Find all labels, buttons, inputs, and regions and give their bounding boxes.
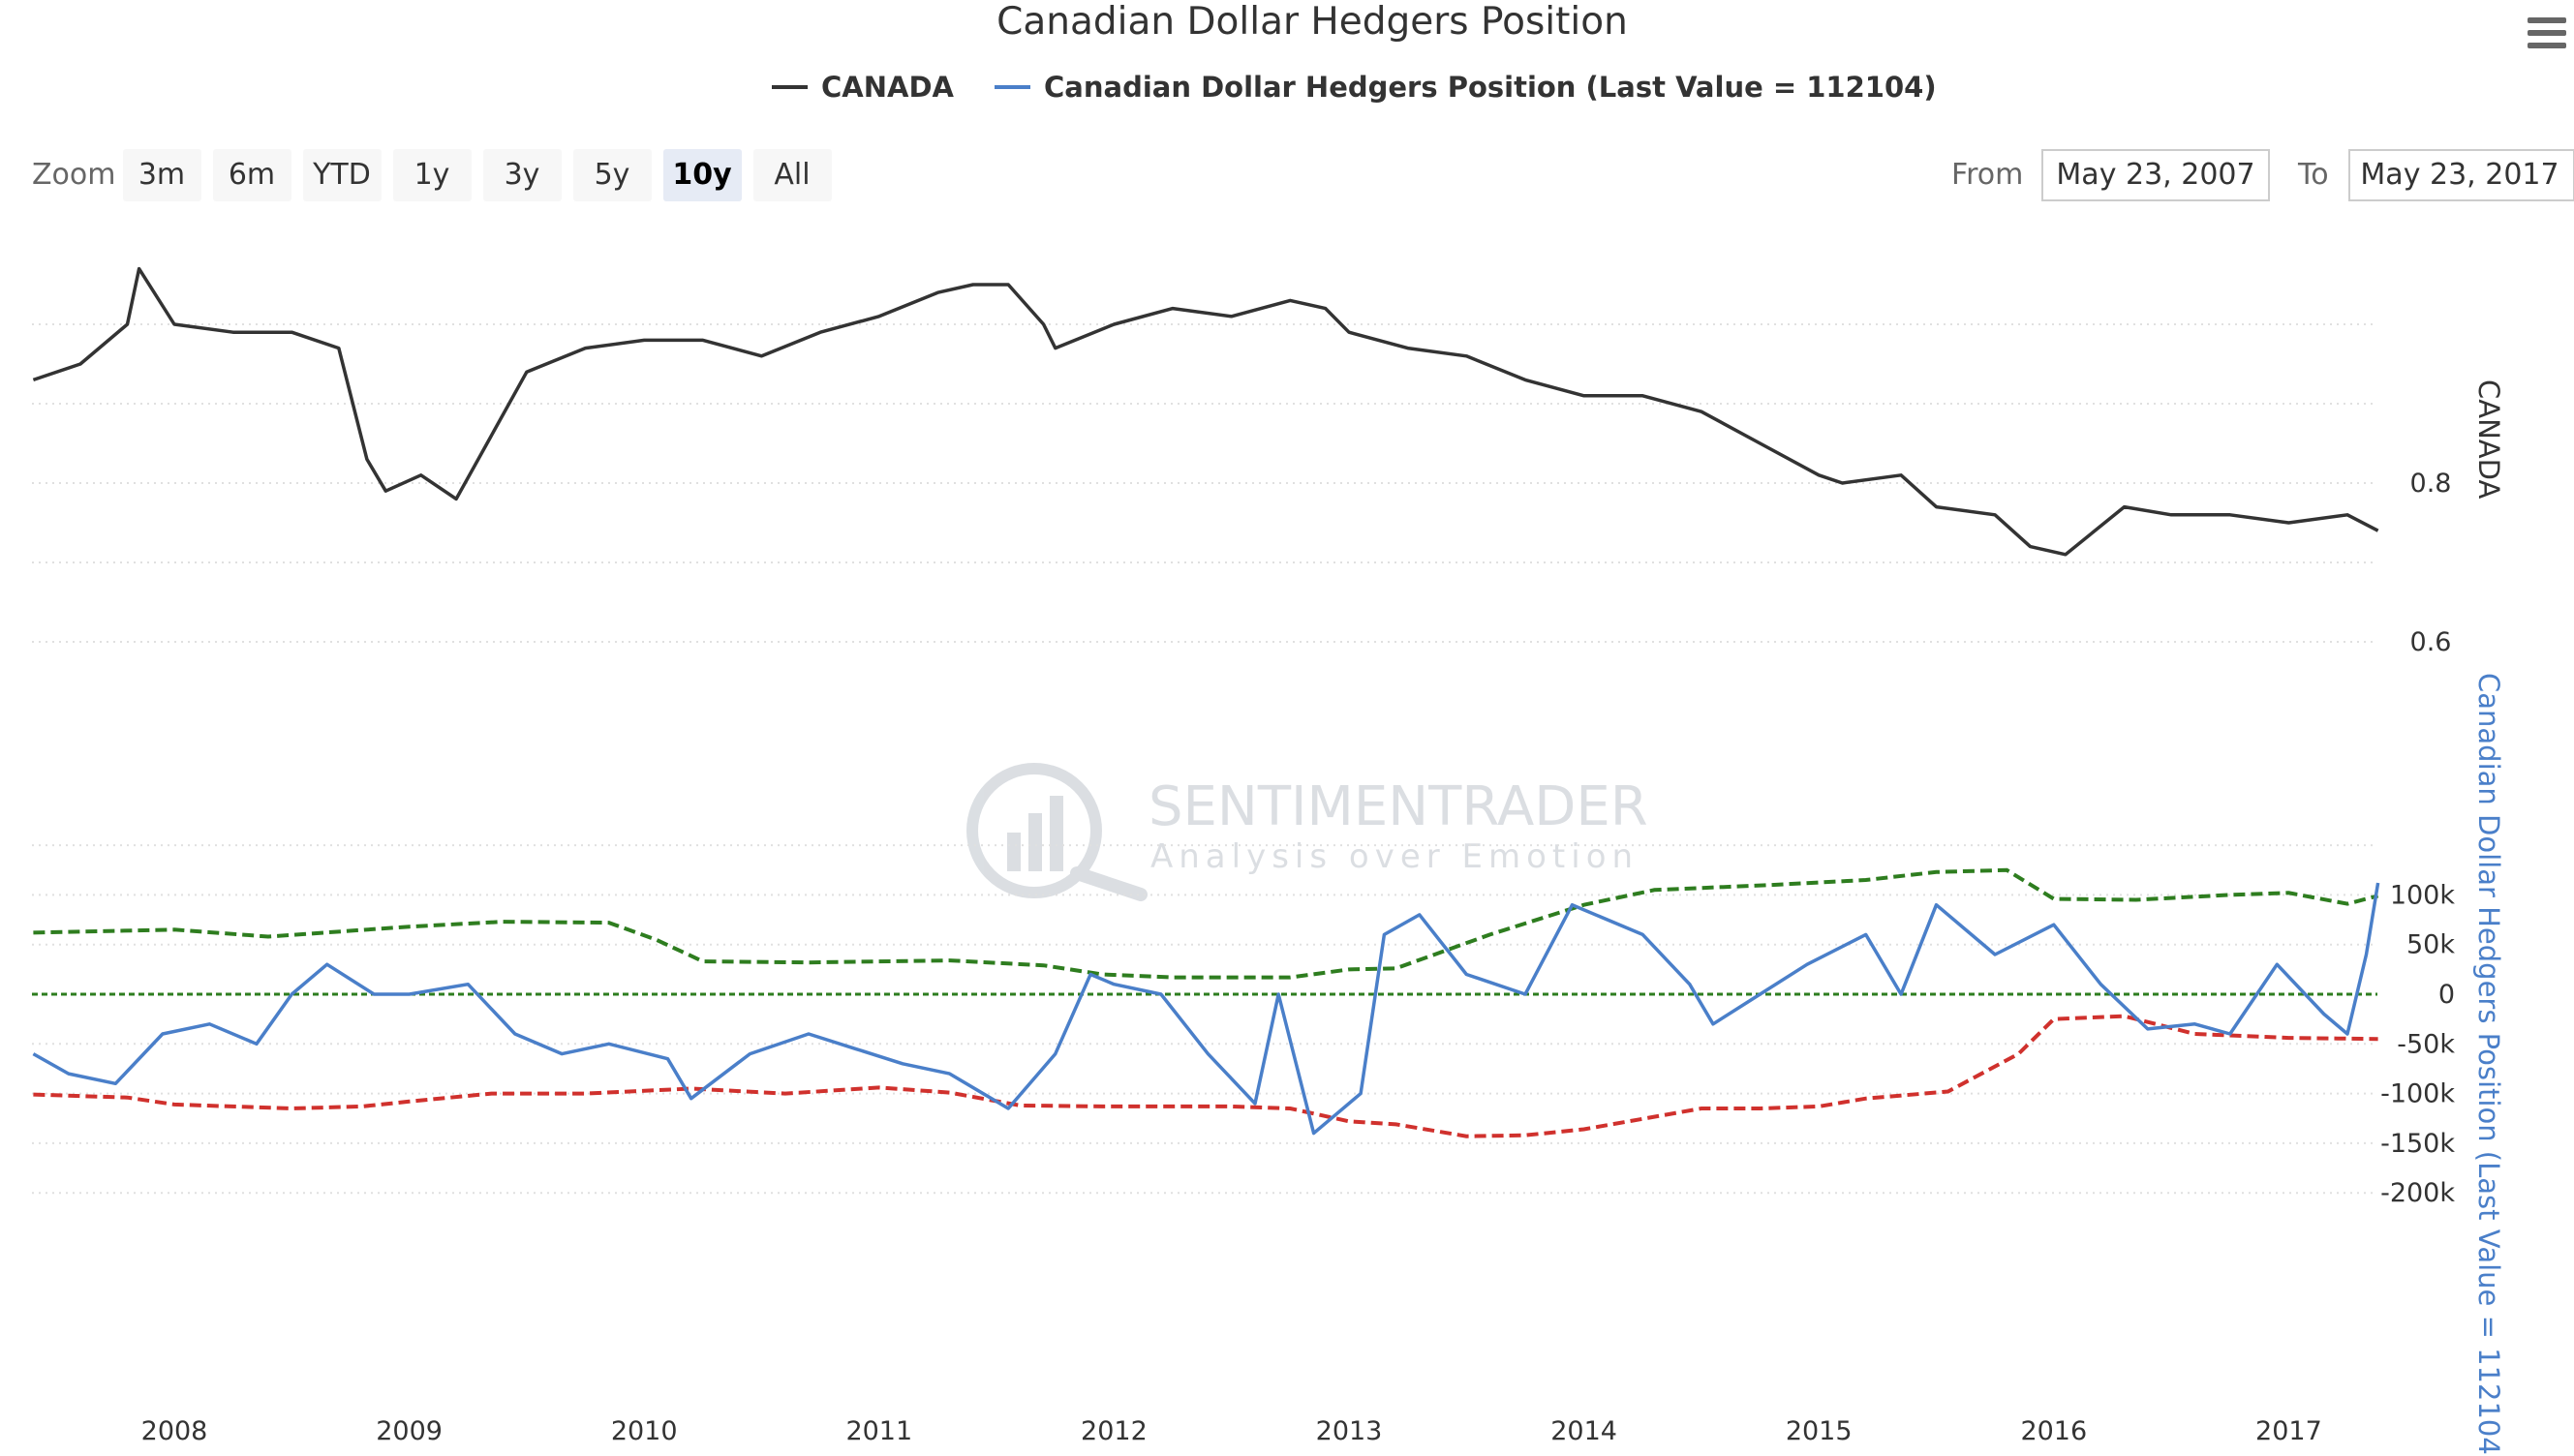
hedgers-y-tick-label: -200k — [2380, 1178, 2455, 1208]
zoom-button-bg — [213, 149, 291, 201]
upper-band-line — [33, 867, 2379, 980]
range-from-value: May 23, 2007 — [2056, 158, 2254, 192]
zoom-button-3y[interactable]: 3y — [483, 149, 562, 201]
zoom-button-label: All — [774, 158, 810, 192]
zoom-button-5y[interactable]: 5y — [573, 149, 652, 201]
hedgers-grid — [32, 844, 2377, 1195]
range-to-value: May 23, 2017 — [2360, 158, 2559, 192]
watermark-title: SENTIMENTRADER — [1149, 775, 1648, 838]
legend-item-canada[interactable]: CANADA — [772, 71, 955, 104]
hedgers-y-tick-label: 100k — [2390, 880, 2456, 910]
zoom-button-3m[interactable]: 3m — [123, 149, 201, 201]
hedgers-y-tick-label: 0 — [2438, 980, 2455, 1010]
zoom-button-1y[interactable]: 1y — [393, 149, 472, 201]
axis-ticks: 2008 2009 2010 2011 2012 2013 2014 2015 2016 2017… — [141, 469, 2456, 1446]
lower-band-line — [33, 1014, 2378, 1138]
x-tick-label: 2013 — [1316, 1416, 1383, 1446]
x-tick-label: 2016 — [2020, 1416, 2087, 1446]
menu-icon[interactable] — [2528, 17, 2566, 48]
zoom-button-bg — [393, 149, 472, 201]
legend-item-hedgers[interactable]: Canadian Dollar Hedgers Position (Last V… — [995, 71, 1937, 104]
range-from-label: From — [1951, 158, 2023, 192]
hedgers-y-tick-label: -50k — [2397, 1029, 2455, 1059]
canada-grid — [32, 323, 2377, 643]
zoom-label: Zoom — [32, 158, 115, 192]
hedgers-y-tick-label: -150k — [2380, 1129, 2455, 1159]
hedgers-y-tick-label: -100k — [2380, 1079, 2455, 1109]
canada-y-tick-label: 0.6 — [2410, 627, 2452, 657]
zoom-buttons: 3m 6m YTD 1y 3y 5y 10y All — [123, 149, 832, 201]
zoom-button-bg — [123, 149, 201, 201]
watermark: SENTIMENTRADER Analysis over Emotion — [966, 763, 1648, 901]
zoom-button-10y[interactable]: 10y — [663, 149, 742, 201]
zoom-button-label: 3y — [505, 158, 540, 192]
range-to-label: To — [2297, 158, 2329, 192]
x-tick-label: 2012 — [1081, 1416, 1148, 1446]
zoom-button-label: YTD — [312, 158, 371, 192]
chart-title: Canadian Dollar Hedgers Position — [996, 0, 1628, 44]
hedgers-axis-title: Canadian Dollar Hedgers Position (Last V… — [2472, 673, 2505, 1456]
zoom-button-ytd[interactable]: YTD — [303, 149, 382, 201]
legend-label-hedgers: Canadian Dollar Hedgers Position (Last V… — [1044, 71, 1937, 104]
x-tick-label: 2011 — [845, 1416, 912, 1446]
zoom-button-label: 6m — [229, 158, 275, 192]
x-tick-label: 2008 — [141, 1416, 208, 1446]
range-to-input[interactable] — [2348, 149, 2574, 201]
zoom-button-label: 10y — [672, 158, 732, 192]
x-tick-label: 2014 — [1550, 1416, 1617, 1446]
zoom-button-bg — [483, 149, 562, 201]
zoom-button-all[interactable]: All — [753, 149, 832, 201]
x-tick-label: 2009 — [376, 1416, 443, 1446]
zoom-button-bg — [753, 149, 832, 201]
zoom-button-label: 1y — [414, 158, 450, 192]
x-tick-label: 2015 — [1786, 1416, 1853, 1446]
hedgers-bands — [32, 867, 2379, 1138]
x-tick-label: 2017 — [2255, 1416, 2322, 1446]
canada-y-tick-label: 0.8 — [2410, 469, 2452, 499]
canada-axis-title: CANADA — [2472, 379, 2505, 499]
watermark-subtitle: Analysis over Emotion — [1150, 837, 1639, 876]
watermark-logo-icon — [966, 763, 1148, 901]
zoom-button-6m[interactable]: 6m — [213, 149, 291, 201]
zoom-button-bg — [303, 149, 382, 201]
zoom-button-bg — [573, 149, 652, 201]
series-lines — [32, 266, 2380, 1136]
zoom-button-label: 3m — [138, 158, 185, 192]
zoom-button-label: 5y — [595, 158, 630, 192]
hedgers-y-tick-label: 50k — [2406, 930, 2455, 960]
hedgers-series-line — [32, 882, 2380, 1136]
zoom-button-bg — [663, 149, 742, 201]
canada-series-line — [32, 266, 2379, 557]
x-tick-label: 2010 — [611, 1416, 678, 1446]
legend-label-canada: CANADA — [821, 71, 955, 104]
range-from-input[interactable] — [2041, 149, 2270, 201]
legend: CANADA Canadian Dollar Hedgers Position … — [772, 71, 1937, 104]
